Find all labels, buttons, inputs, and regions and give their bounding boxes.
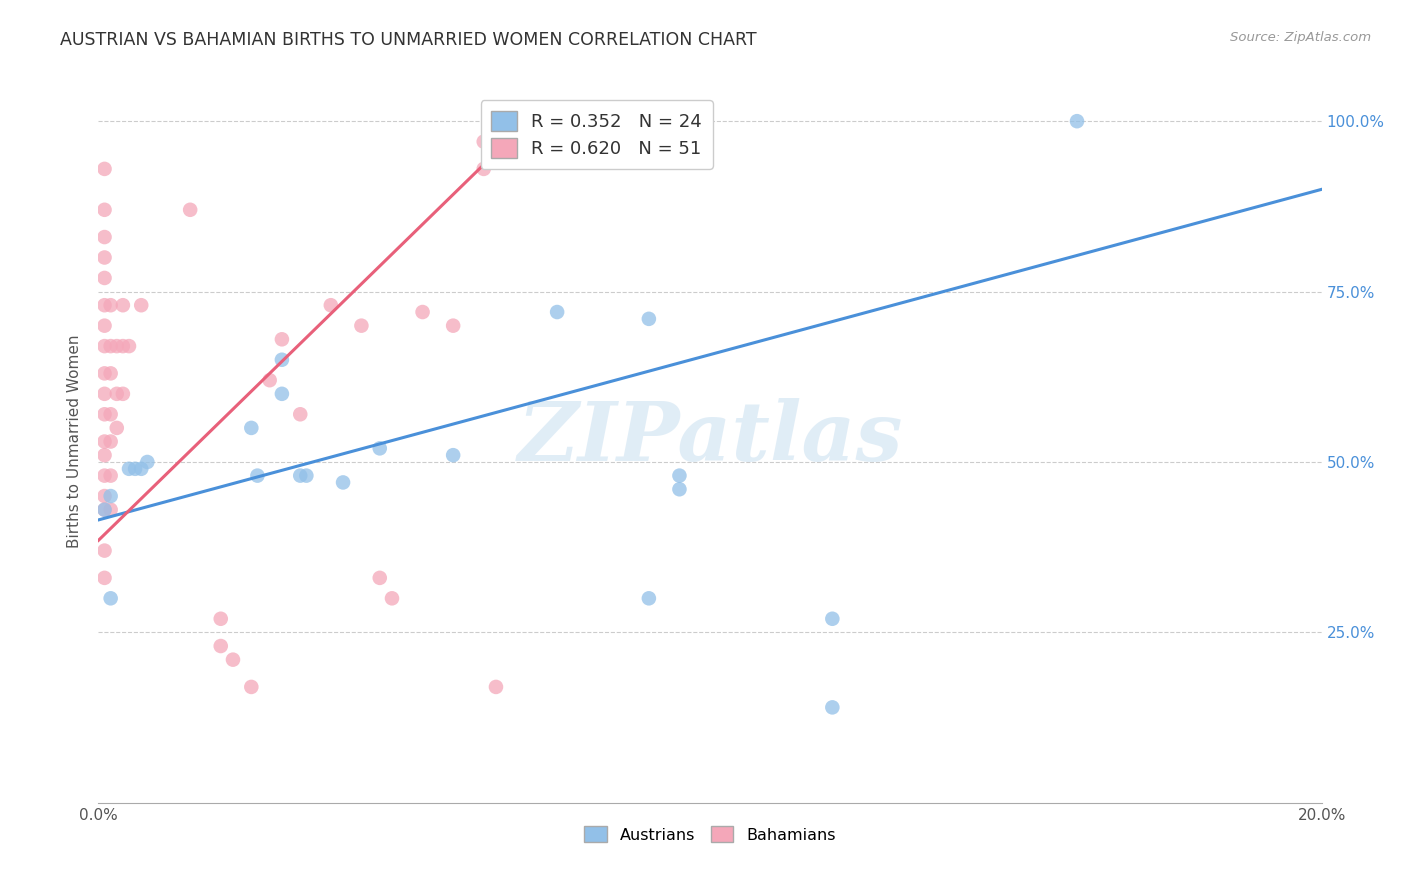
Point: [100, 367, 122, 381]
Point: [93, 202, 115, 217]
Point: [93, 387, 115, 401]
Point: [100, 502, 122, 516]
Point: [821, 700, 844, 714]
Point: [93, 407, 115, 421]
Point: [105, 421, 128, 435]
Point: [240, 421, 263, 435]
Point: [209, 612, 232, 626]
Point: [129, 298, 152, 312]
Point: [295, 468, 318, 483]
Point: [412, 305, 434, 319]
Text: Source: ZipAtlas.com: Source: ZipAtlas.com: [1230, 31, 1371, 45]
Point: [136, 455, 159, 469]
Point: [259, 373, 281, 387]
Point: [485, 680, 508, 694]
Point: [118, 462, 141, 476]
Legend: Austrians, Bahamians: Austrians, Bahamians: [578, 820, 842, 849]
Point: [1066, 114, 1088, 128]
Point: [100, 591, 122, 606]
Point: [179, 202, 201, 217]
Text: AUSTRIAN VS BAHAMIAN BIRTHS TO UNMARRIED WOMEN CORRELATION CHART: AUSTRIAN VS BAHAMIAN BIRTHS TO UNMARRIED…: [60, 31, 756, 49]
Point: [368, 571, 391, 585]
Point: [546, 305, 568, 319]
Y-axis label: Births to Unmarried Women: Births to Unmarried Women: [67, 334, 83, 549]
Point: [111, 298, 134, 312]
Point: [129, 462, 152, 476]
Point: [668, 468, 690, 483]
Point: [93, 434, 115, 449]
Point: [93, 502, 115, 516]
Point: [637, 591, 661, 606]
Point: [270, 332, 292, 346]
Point: [516, 135, 538, 149]
Point: [100, 407, 122, 421]
Point: [93, 571, 115, 585]
Point: [93, 543, 115, 558]
Point: [100, 489, 122, 503]
Point: [93, 367, 115, 381]
Point: [105, 339, 128, 353]
Point: [100, 434, 122, 449]
Point: [240, 680, 263, 694]
Point: [93, 318, 115, 333]
Point: [93, 502, 115, 516]
Point: [209, 639, 232, 653]
Point: [111, 387, 134, 401]
Point: [270, 352, 292, 367]
Point: [472, 135, 495, 149]
Point: [270, 387, 292, 401]
Point: [93, 298, 115, 312]
Point: [821, 612, 844, 626]
Point: [93, 489, 115, 503]
Point: [381, 591, 404, 606]
Point: [93, 271, 115, 285]
Point: [319, 298, 342, 312]
Point: [100, 339, 122, 353]
Point: [105, 387, 128, 401]
Point: [100, 468, 122, 483]
Point: [93, 230, 115, 244]
Point: [93, 339, 115, 353]
Point: [290, 468, 312, 483]
Point: [350, 318, 373, 333]
Point: [441, 448, 464, 462]
Point: [111, 339, 134, 353]
Point: [441, 318, 464, 333]
Point: [93, 468, 115, 483]
Point: [368, 442, 391, 456]
Point: [637, 311, 661, 326]
Point: [118, 339, 141, 353]
Point: [124, 462, 146, 476]
Point: [93, 448, 115, 462]
Text: ZIPatlas: ZIPatlas: [517, 398, 903, 478]
Point: [100, 298, 122, 312]
Point: [93, 251, 115, 265]
Point: [472, 161, 495, 176]
Point: [222, 653, 245, 667]
Point: [290, 407, 312, 421]
Point: [246, 468, 269, 483]
Point: [93, 161, 115, 176]
Point: [668, 482, 690, 496]
Point: [332, 475, 354, 490]
